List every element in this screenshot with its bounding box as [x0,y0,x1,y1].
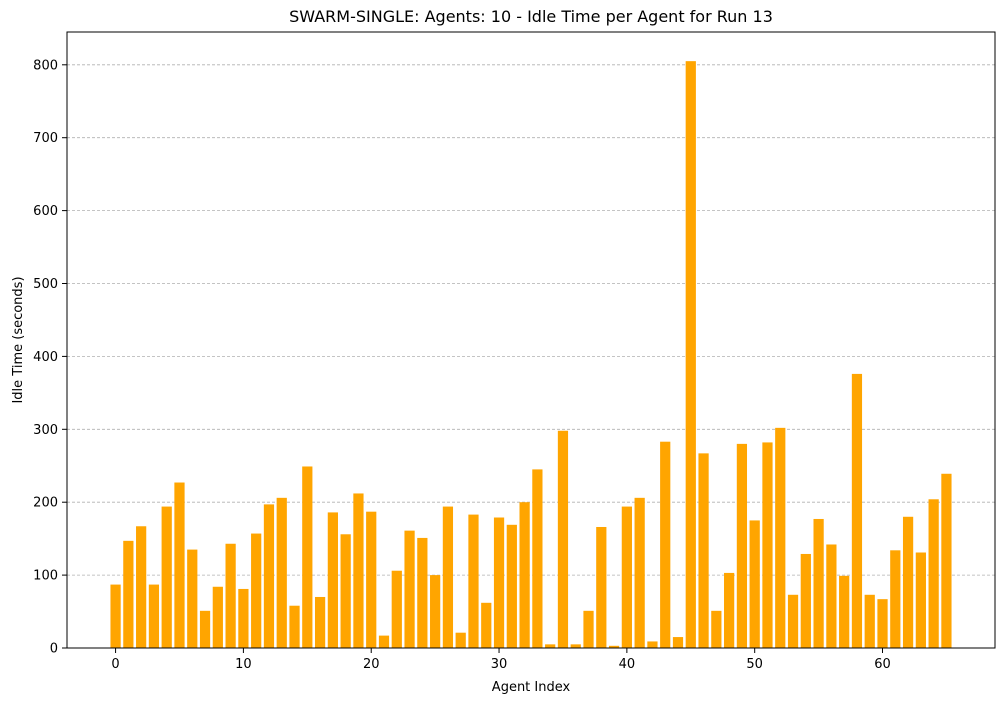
bar [685,61,696,648]
bars [110,61,952,648]
x-tick-label: 30 [491,657,508,672]
y-tick-label: 300 [33,423,58,438]
y-axis-title: Idle Time (seconds) [11,276,26,403]
x-tick-label: 50 [746,657,763,672]
bar [915,552,926,648]
bar [289,605,300,648]
bar [570,644,581,648]
bar [775,427,786,648]
bar [366,511,377,648]
bar [724,572,735,648]
bar [455,632,466,648]
bar [148,584,160,648]
bar [660,441,671,648]
bar [545,644,556,648]
bar [506,524,517,648]
bar [787,594,799,648]
bar [225,543,236,648]
bar [442,506,454,648]
bar [340,534,351,648]
y-tick-label: 800 [33,58,58,73]
y-tick-label: 700 [33,131,58,146]
bar [468,514,479,648]
bar [212,586,223,648]
bar [391,570,402,648]
bar [672,637,684,648]
bar [238,588,249,648]
y-tick-label: 400 [33,350,58,365]
bar [430,575,441,648]
chart-title: SWARM-SINGLE: Agents: 10 - Idle Time per… [289,7,773,26]
bar [890,550,901,648]
x-tick-label: 20 [363,657,380,672]
bar [813,518,824,648]
bar [251,533,262,648]
bar [941,473,952,648]
bar [199,610,211,648]
bar [276,497,287,648]
bar [136,526,147,648]
bar [327,512,338,648]
bar [302,466,313,648]
bar [749,520,760,648]
x-axis-ticks: 0 10 20 30 40 50 60 [111,648,891,672]
bar [928,499,939,648]
y-tick-label: 600 [33,204,58,219]
bar [634,497,645,648]
bar [532,469,543,648]
bar [864,594,875,648]
bar [481,602,492,648]
y-tick-label: 500 [33,277,58,292]
bar [263,504,275,648]
bar [647,641,658,648]
y-tick-label: 200 [33,496,58,511]
x-tick-label: 60 [874,657,891,672]
bar [353,493,364,648]
plot-frame [66,31,996,649]
bar [608,645,620,648]
bar [583,610,594,648]
bar [736,443,748,648]
bar [314,596,326,648]
bar [378,635,390,648]
bar [851,373,863,648]
bar [902,516,914,648]
bar [174,482,185,648]
bar [839,575,850,648]
bar [187,549,198,648]
y-tick-label: 100 [33,569,58,584]
bar [826,544,837,648]
bar [519,502,530,648]
bar [404,530,415,648]
x-tick-label: 0 [111,657,119,672]
bar [762,442,773,648]
bar [493,517,505,648]
x-tick-label: 40 [619,657,636,672]
bar [800,553,811,648]
bar [698,453,709,648]
bar [596,526,607,648]
bar [417,537,428,648]
bar [877,599,888,648]
y-tick-label: 0 [50,642,58,657]
bar [110,584,121,648]
y-axis-ticks: 0 100 200 300 400 500 600 700 800 [33,58,67,657]
bar [161,506,172,648]
x-tick-label: 10 [235,657,252,672]
bar [557,430,569,648]
bar [123,540,134,648]
x-axis-title: Agent Index [492,680,571,695]
bar [621,506,632,648]
bar [711,610,722,648]
